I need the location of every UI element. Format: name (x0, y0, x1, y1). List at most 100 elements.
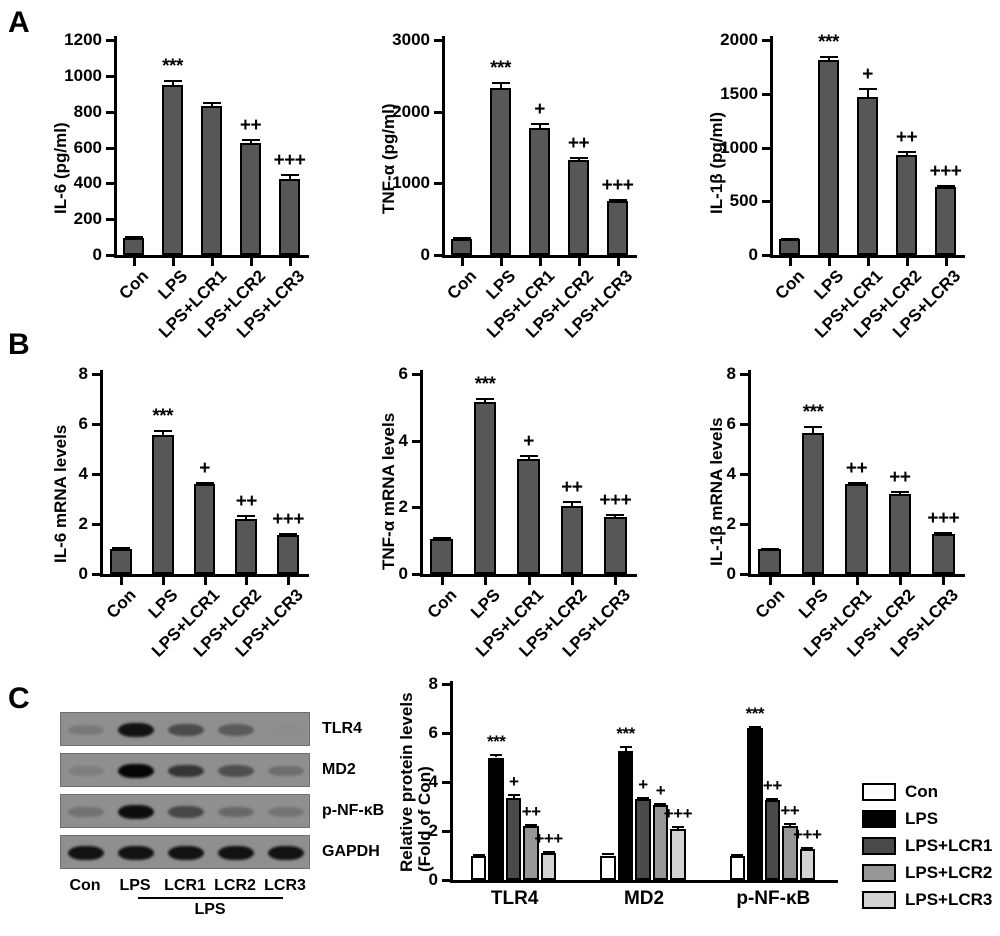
bar (523, 826, 539, 880)
error-cap (525, 824, 538, 827)
y-tick-label: 1000 (720, 137, 758, 157)
y-tick (412, 373, 420, 376)
error-bar (866, 87, 869, 97)
y-tick (740, 523, 748, 526)
error-cap (606, 514, 625, 517)
blot-band (68, 724, 104, 736)
x-group-label: MD2 (623, 888, 665, 909)
bar (451, 238, 472, 255)
blot-lane-label: LCR1 (164, 877, 206, 894)
error-cap (780, 237, 799, 240)
y-tick-label: 6 (726, 414, 736, 433)
error-cap (542, 850, 555, 853)
x-tick (171, 258, 175, 266)
error-bar (484, 398, 487, 403)
chart-il1b-mrna: 0 2 4 6 8 IL-1β mRNA levels Con *** LPS ++ LPS+LCR… (706, 348, 971, 661)
legend-label: LPS (905, 809, 939, 828)
error-bar (570, 500, 573, 506)
y-tick (412, 506, 420, 510)
legend-item: LPS+LCR2 (862, 863, 992, 883)
significance-marker: ++ (895, 126, 918, 148)
x-tick (499, 258, 503, 266)
bar (747, 728, 763, 880)
legend-swatch-con (862, 783, 896, 801)
x-axis (100, 574, 309, 577)
x-tick (527, 577, 531, 585)
bar (193, 484, 216, 574)
bar (758, 549, 781, 574)
significance-marker: + (534, 99, 545, 121)
bar (604, 517, 627, 574)
blot-band (218, 806, 254, 818)
y-axis (420, 370, 423, 574)
significance-marker: ++ (567, 133, 590, 155)
significance-marker: ++ (235, 491, 258, 513)
x-tick (898, 577, 902, 585)
significance-marker: + (638, 774, 648, 794)
significance-marker: *** (802, 401, 824, 423)
blot-band (218, 724, 254, 736)
x-group-label: TLR4 (490, 888, 539, 909)
error-cap (637, 796, 649, 799)
y-tick-label: 600 (73, 137, 102, 157)
significance-marker: +++ (927, 508, 960, 530)
x-tick (245, 577, 249, 585)
y-tick (434, 110, 442, 114)
x-tick (614, 577, 618, 585)
blot-row-label: GAPDH (322, 843, 380, 860)
blot-band (168, 764, 204, 778)
x-tick (855, 577, 859, 585)
blot-band (268, 725, 304, 735)
significance-marker: *** (745, 703, 765, 723)
error-cap (476, 398, 495, 400)
bar (782, 826, 798, 880)
x-axis (420, 574, 637, 577)
y-tick (762, 200, 770, 204)
blot-band (218, 765, 254, 777)
y-tick (106, 218, 114, 222)
x-tick (460, 258, 464, 266)
x-tick (249, 258, 253, 266)
error-bar (905, 150, 908, 156)
legend-label: Con (905, 782, 939, 801)
bar (505, 797, 522, 880)
y-axis (100, 370, 103, 574)
y-axis (770, 36, 773, 255)
blot-row-label: TLR4 (322, 720, 362, 737)
x-tick (812, 577, 816, 585)
blot-band (268, 806, 304, 818)
error-bar (161, 429, 164, 436)
blot-bracket-line (137, 897, 283, 899)
bar (617, 751, 634, 880)
error-bar (827, 56, 830, 61)
y-tick (92, 523, 100, 526)
chart-il6-mrna: 0 2 4 6 8 IL-6 mRNA levels Con *** LPS + LPS+LCR1 +… (50, 348, 315, 661)
error-cap (934, 532, 953, 535)
significance-marker: + (523, 430, 534, 452)
y-tick (762, 39, 770, 42)
y-tick-label: 2 (726, 514, 736, 533)
error-cap (766, 798, 779, 801)
y-tick-label: 8 (78, 364, 88, 383)
blot-row-label: p-NF-κB (322, 802, 385, 819)
significance-marker: *** (490, 57, 511, 79)
bar (488, 757, 504, 880)
blot-band (168, 805, 204, 818)
x-tick (538, 258, 542, 266)
y-tick (740, 373, 748, 376)
x-tick (288, 258, 292, 266)
legend-swatch-lpslcr1 (862, 837, 896, 855)
y-axis-title: Relative protein levels (397, 692, 416, 872)
significance-marker: + (862, 63, 873, 85)
y-axis (442, 36, 445, 255)
legend-label: LPS+LCR2 (905, 863, 993, 882)
error-cap (163, 80, 182, 83)
bar (799, 849, 815, 880)
error-bar (624, 746, 627, 752)
x-tick (905, 258, 909, 266)
error-cap (619, 746, 632, 749)
bar (151, 435, 174, 574)
significance-marker: +++ (929, 160, 962, 182)
bar (729, 855, 746, 880)
blot-band (168, 846, 204, 860)
